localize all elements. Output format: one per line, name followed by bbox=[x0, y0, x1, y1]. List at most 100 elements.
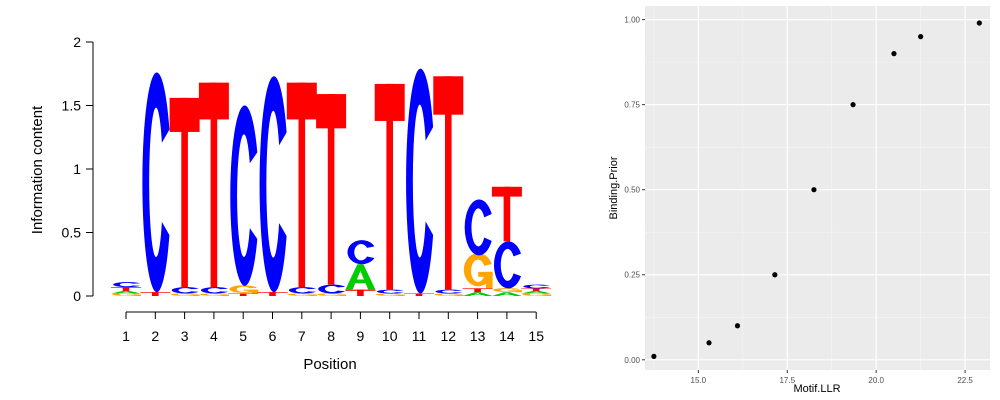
scatter-y-tick-label: 0.75 bbox=[624, 101, 640, 110]
scatter-point bbox=[772, 272, 778, 278]
logo-letter-C bbox=[259, 76, 287, 293]
scatter-x-tick-label: 20.0 bbox=[868, 376, 884, 385]
logo-stack-7 bbox=[286, 82, 317, 296]
logo-y-tick-label: 0.5 bbox=[62, 225, 82, 241]
logo-letter-G bbox=[170, 293, 200, 296]
logo-stack-15 bbox=[521, 284, 552, 296]
sequence-logo-chart: 0 0.5 1 1.5 2 1 2 3 4 5 6 7 8 9 10 11 12 13 14 15 Informat… bbox=[29, 34, 552, 373]
logo-letter-C bbox=[200, 287, 228, 294]
logo-x-tick-label: 9 bbox=[357, 328, 365, 344]
logo-letter-T bbox=[228, 293, 259, 296]
logo-y-axis-label: Information content bbox=[29, 105, 46, 234]
logo-letter-G bbox=[463, 253, 493, 289]
logo-letter-T bbox=[286, 82, 317, 288]
logo-stack-9 bbox=[345, 240, 376, 296]
logo-stack-10 bbox=[374, 83, 405, 296]
logo-letter-T bbox=[169, 97, 200, 288]
logo-stack-14 bbox=[491, 186, 522, 296]
logo-stacks bbox=[111, 68, 552, 296]
logo-x-tick-label: 11 bbox=[412, 328, 427, 344]
logo-letter-T bbox=[198, 82, 229, 288]
logo-stack-4 bbox=[198, 82, 229, 296]
scatter-y-axis-label: Binding.Prior bbox=[608, 156, 620, 219]
logo-stack-6 bbox=[257, 76, 288, 296]
logo-y-tick-label: 0 bbox=[73, 288, 81, 304]
scatter-point bbox=[850, 102, 856, 108]
scatter-point bbox=[706, 340, 712, 346]
logo-letter-C bbox=[435, 289, 463, 294]
logo-x-tick-label: 14 bbox=[499, 328, 515, 344]
logo-letter-G bbox=[288, 293, 317, 296]
logo-letter-T bbox=[345, 289, 376, 296]
logo-x-tick-label: 13 bbox=[470, 328, 486, 344]
logo-y-tick-label: 1 bbox=[73, 161, 81, 177]
logo-x-tick-label: 1 bbox=[122, 328, 130, 344]
logo-letter-T bbox=[462, 288, 493, 293]
sequence-logo-svg: 00.511.52 1 2 3 4 5 6 7 8 9 10 11 12 13 14 15 Informat… bbox=[29, 34, 552, 373]
logo-letter-A bbox=[521, 290, 552, 294]
logo-letter-G bbox=[317, 293, 347, 296]
scatter-panel-background bbox=[645, 6, 990, 370]
scatter-point bbox=[891, 51, 897, 57]
scatter-grid bbox=[645, 6, 990, 370]
scatter-y-tick-label: 1.00 bbox=[624, 16, 640, 25]
logo-x-tick-label: 2 bbox=[151, 328, 159, 344]
logo-letter-C bbox=[288, 287, 316, 294]
logo-letter-G bbox=[375, 293, 405, 296]
scatter-point bbox=[918, 34, 924, 40]
logo-x-tick-label: 15 bbox=[528, 328, 544, 344]
logo-letter-T bbox=[111, 287, 141, 291]
logo-stack-8 bbox=[316, 94, 347, 296]
logo-letter-G bbox=[522, 293, 552, 296]
logo-y-tick-label: 2 bbox=[73, 34, 81, 50]
scatter-y-tick-label: 0.00 bbox=[624, 356, 640, 365]
logo-letter-C bbox=[230, 105, 258, 286]
logo-letter-G bbox=[493, 288, 522, 293]
scatter-x-tick-label: 15.0 bbox=[691, 376, 707, 385]
scatter-y-tick-label: 0.50 bbox=[624, 186, 640, 195]
logo-stack-3 bbox=[169, 97, 200, 296]
logo-letter-T bbox=[404, 293, 434, 296]
logo-letter-A bbox=[491, 292, 522, 296]
scatter-y-tick-label: 0.25 bbox=[624, 271, 640, 280]
logo-letter-G bbox=[200, 293, 229, 296]
logo-letter-C bbox=[347, 240, 375, 265]
logo-letter-A bbox=[111, 290, 141, 294]
scatter-axes: 15.0 17.5 20.0 22.5 0.00 0.25 0.50 0.75 1.00 bbox=[624, 16, 973, 385]
logo-y-tick-label: 1.5 bbox=[62, 98, 82, 114]
logo-letter-T bbox=[491, 186, 522, 242]
logo-letter-C bbox=[406, 68, 434, 294]
logo-letter-C bbox=[318, 284, 346, 294]
logo-stack-2 bbox=[140, 72, 171, 296]
logo-letter-T bbox=[316, 94, 347, 285]
scatter-point bbox=[976, 20, 982, 26]
scatter-points bbox=[651, 20, 982, 359]
logo-letter-T bbox=[521, 288, 552, 291]
logo-letter-T bbox=[257, 292, 288, 296]
logo-x-tick-label: 7 bbox=[298, 328, 306, 344]
logo-x-tick-label: 3 bbox=[181, 328, 189, 344]
logo-letter-C bbox=[464, 199, 492, 256]
scatter-svg: 15.0 17.5 20.0 22.5 0.00 0.25 0.50 0.75 1.00 Mot… bbox=[608, 6, 990, 395]
logo-letter-A bbox=[462, 292, 493, 296]
logo-x-tick-label: 8 bbox=[327, 328, 335, 344]
logo-letter-G bbox=[434, 293, 464, 296]
logo-x-tick-label: 5 bbox=[239, 328, 247, 344]
logo-letter-C bbox=[376, 289, 404, 294]
logo-x-tick-label: 12 bbox=[441, 328, 457, 344]
logo-stack-13 bbox=[462, 199, 493, 296]
logo-stack-1 bbox=[111, 282, 141, 296]
logo-letter-C bbox=[113, 282, 141, 288]
logo-x-axis-label: Position bbox=[303, 356, 356, 373]
logo-letter-A bbox=[345, 264, 376, 290]
logo-stack-12 bbox=[433, 76, 464, 296]
logo-y-axis: 0 0.5 1 1.5 2 bbox=[62, 34, 94, 304]
logo-letter-C bbox=[523, 284, 551, 289]
scatter-x-axis-label: Motif.LLR bbox=[793, 383, 840, 395]
scatter-point bbox=[811, 187, 817, 193]
logo-x-tick-label: 4 bbox=[210, 328, 218, 344]
logo-letter-C bbox=[493, 241, 521, 289]
scatter-x-tick-label: 17.5 bbox=[779, 376, 795, 385]
logo-letter-C bbox=[171, 287, 199, 294]
logo-letter-C bbox=[142, 72, 170, 293]
